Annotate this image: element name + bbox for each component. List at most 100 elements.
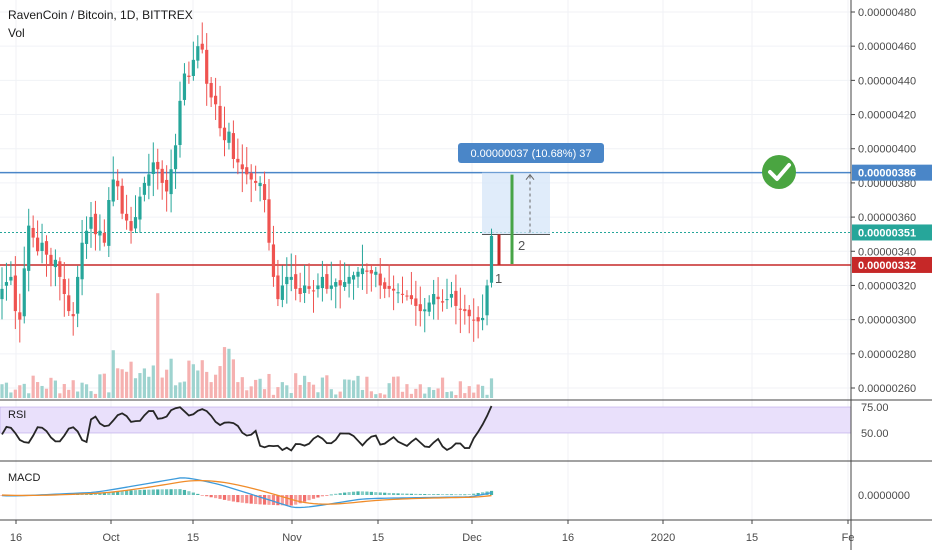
volume-bar [360, 389, 365, 398]
macd-histogram-bar [89, 493, 93, 495]
volume-bar [218, 366, 222, 398]
volume-bar [191, 364, 195, 398]
candlesticks [0, 22, 494, 343]
price-tick-label: 0.00000260 [858, 383, 916, 395]
candle-body [40, 242, 44, 251]
macd-panel [0, 460, 932, 521]
price-tick-label: 0.00000480 [858, 7, 916, 19]
volume-bar [120, 369, 124, 398]
signal-line [1, 479, 492, 505]
candle-body [44, 241, 49, 255]
candle-body [489, 235, 494, 283]
candle-body [454, 290, 458, 306]
candle-body [378, 273, 382, 286]
candle-body [151, 162, 155, 175]
volume-bar [374, 394, 378, 398]
candle-body [142, 182, 146, 195]
candle-body [271, 244, 276, 277]
macd-histogram-bar [436, 494, 440, 495]
macd-histogram-bar [338, 493, 342, 495]
candle-body [467, 309, 471, 317]
volume-bar [271, 394, 276, 398]
candle-body [111, 179, 115, 202]
candle-body [18, 312, 22, 320]
candle-body [276, 275, 280, 300]
candle-body [249, 173, 253, 180]
candle-body [303, 285, 307, 293]
macd-histogram-bar [347, 492, 351, 495]
volume-bar [196, 370, 200, 398]
volume-bar [303, 375, 307, 398]
macd-histogram-bar [351, 491, 356, 495]
candle-body [427, 302, 431, 312]
candle-body [289, 276, 293, 280]
candle-body [67, 295, 71, 312]
volume-bar [387, 383, 391, 398]
candle-body [396, 292, 400, 294]
candle-body [334, 282, 338, 287]
candle-body [387, 285, 391, 289]
candle-body [405, 295, 409, 297]
candle-body [485, 285, 489, 316]
macd-histogram-bar [196, 493, 200, 495]
price-tick-label: 0.00000280 [858, 349, 916, 361]
candle-body [472, 319, 476, 321]
volume-bar [67, 389, 71, 398]
candle-body [165, 179, 169, 192]
candle-body [49, 254, 53, 265]
macd-line [1, 477, 492, 509]
volume-bar [262, 389, 267, 398]
candle-body [432, 294, 436, 305]
volume-bar [205, 371, 209, 398]
volume-bar [476, 384, 480, 398]
volume-bar [383, 394, 387, 398]
candle-body [374, 271, 378, 275]
price-tick-label: 0.00000360 [858, 212, 916, 224]
price-tick-label: 0.00000300 [858, 315, 916, 327]
candle-body [89, 217, 93, 229]
macd-label: MACD [8, 472, 41, 484]
volume-bar [71, 380, 75, 398]
volume-bar [356, 375, 360, 398]
macd-histogram-bar [307, 495, 311, 501]
candle-body [182, 73, 187, 100]
volume-bar [138, 373, 142, 398]
time-tick-label: Nov [282, 532, 302, 544]
candle-body [418, 304, 422, 312]
macd-histogram-bar [262, 495, 267, 505]
candle-body [80, 242, 84, 280]
volume-bar [173, 385, 178, 398]
macd-histogram-bar [343, 492, 347, 495]
check-mark-icon [768, 163, 791, 181]
volume-bar [445, 391, 449, 398]
check-circle-icon [762, 155, 796, 189]
candle-body [205, 49, 209, 84]
volume-bar [307, 382, 311, 398]
volume-bar [214, 374, 218, 398]
candle-body [325, 274, 329, 289]
measure-arrow-head [525, 173, 535, 180]
macd-histogram-bar [182, 489, 187, 495]
volume-bar [423, 393, 427, 398]
price-tick-label: 0.00000340 [858, 246, 916, 258]
measure-label-bg [458, 143, 604, 163]
macd-histogram-bar [271, 495, 276, 506]
candle-body [231, 133, 235, 159]
price-labels: 0.00000386 0.00000351 0.00000332 [852, 164, 932, 273]
candle-body [356, 271, 360, 277]
candle-body [62, 279, 66, 294]
candle-body [13, 275, 17, 312]
rsi-band [0, 406, 852, 434]
volume-bar [160, 377, 164, 398]
volume-bar [9, 392, 13, 398]
macd-histogram-bar [427, 494, 431, 495]
candle-body [383, 282, 387, 289]
macd-histogram-bar [173, 489, 178, 495]
volume-bar [102, 373, 106, 398]
macd-histogram-bar [298, 495, 302, 504]
macd-histogram-bar [205, 495, 209, 497]
volume-bar [62, 384, 66, 398]
volume-bar [320, 377, 324, 398]
macd-histogram-bar [356, 491, 360, 495]
